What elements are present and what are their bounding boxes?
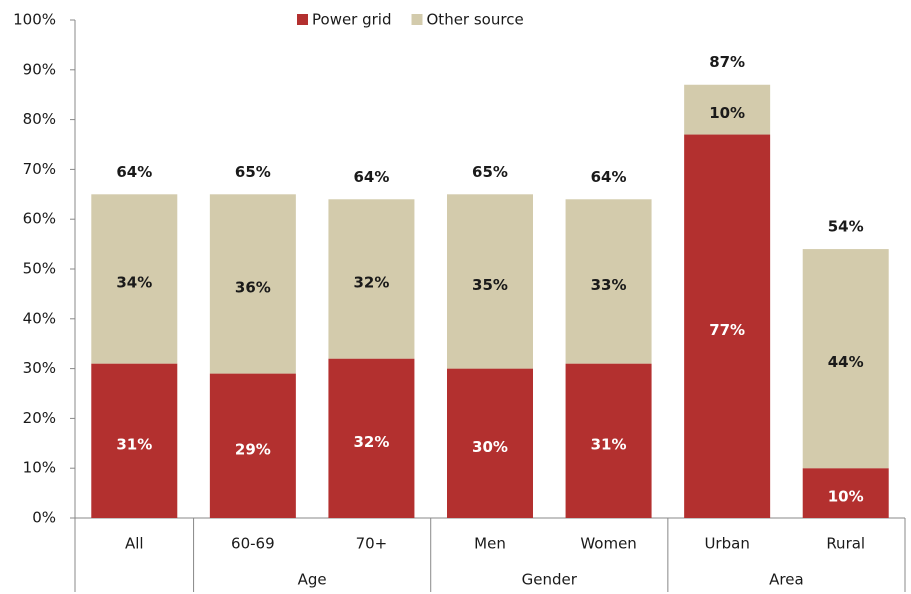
total-label: 64% [591,168,627,186]
bar-segment [447,194,533,369]
legend-swatch [297,14,308,25]
x-tick-label: Urban [704,535,749,553]
value-label: 35% [472,276,508,294]
value-label: 30% [472,438,508,456]
value-label: 31% [116,435,152,453]
total-label: 64% [353,168,389,186]
y-tick-label: 10% [23,459,56,477]
x-tick-label: Men [474,535,506,553]
y-tick-label: 70% [23,160,56,178]
legend-swatch [411,14,423,25]
value-label: 44% [828,353,864,371]
value-label: 34% [116,273,152,291]
y-tick-label: 100% [13,11,56,29]
total-label: 65% [235,163,271,181]
bar-segment [328,358,415,518]
value-label: 33% [591,276,627,294]
bar-segment [328,199,415,359]
y-tick-label: 20% [23,409,56,427]
y-tick-label: 50% [23,260,56,278]
group-label: Area [769,571,804,589]
value-label: 31% [591,435,627,453]
value-label: 10% [709,104,745,122]
bar-segment [684,84,771,135]
bar-segment [447,368,533,518]
x-tick-label: 70+ [356,535,388,553]
bar-segment [91,194,178,364]
y-tick-label: 60% [23,210,56,228]
value-label: 29% [235,440,271,458]
value-label: 36% [235,278,271,296]
total-label: 65% [472,163,508,181]
y-tick-label: 30% [23,359,56,377]
y-tick-label: 90% [23,60,56,78]
bar-segment [802,468,889,518]
x-tick-label: 60-69 [231,535,275,553]
bar-segment [565,199,652,364]
value-label: 10% [828,488,864,506]
group-label: Age [298,571,327,589]
legend-label: Other source [427,11,524,29]
x-tick-label: Rural [826,535,865,553]
y-tick-label: 40% [23,309,56,327]
bar-segment [802,249,889,469]
total-label: 64% [116,163,152,181]
x-tick-label: Women [580,535,636,553]
total-label: 87% [709,53,745,71]
y-tick-label: 80% [23,110,56,128]
bar-segment [209,194,296,374]
legend-label: Power grid [312,11,392,29]
x-tick-label: All [125,535,144,553]
bar-segment [91,363,178,518]
y-tick-label: 0% [32,509,56,527]
total-label: 54% [828,218,864,236]
value-label: 32% [353,433,389,451]
value-label: 32% [353,273,389,291]
value-label: 77% [709,321,745,339]
bar-segment [684,134,771,519]
bar-segment [209,373,296,518]
group-label: Gender [522,571,578,589]
bar-segment [565,363,652,518]
